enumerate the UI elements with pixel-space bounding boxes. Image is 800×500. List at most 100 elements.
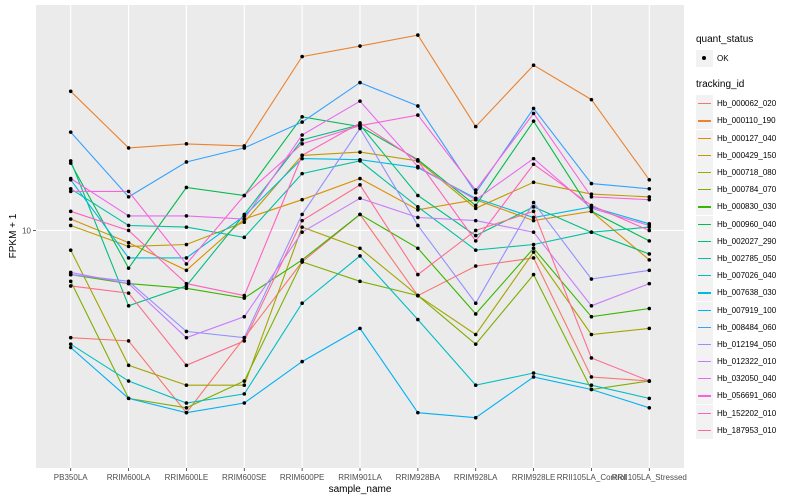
data-point bbox=[300, 212, 304, 217]
legend-label: Hb_000110_190 bbox=[717, 116, 776, 126]
data-point bbox=[531, 200, 536, 205]
data-point bbox=[126, 291, 131, 295]
line-swatch-icon bbox=[696, 164, 713, 182]
data-point bbox=[126, 214, 131, 218]
data-point bbox=[300, 156, 304, 161]
data-point bbox=[531, 180, 536, 185]
data-point bbox=[647, 281, 652, 286]
data-point bbox=[126, 223, 131, 228]
x-axis-title: sample_name bbox=[329, 484, 392, 495]
data-point bbox=[242, 193, 247, 198]
legend-label: Hb_007638_030 bbox=[717, 288, 777, 298]
legend-label: Hb_000127_040 bbox=[717, 133, 777, 143]
data-point bbox=[242, 383, 247, 388]
x-axis-ticks: PB350LA RRIM600LA RRIM600LE RRIM600SE RRIM60… bbox=[54, 468, 687, 482]
data-point bbox=[358, 80, 362, 85]
series-points bbox=[68, 33, 652, 420]
data-point bbox=[300, 138, 304, 142]
legend-entry: Hb_000830_030 bbox=[696, 198, 776, 216]
data-point bbox=[68, 209, 73, 214]
data-point bbox=[126, 281, 131, 286]
data-point bbox=[68, 159, 73, 163]
data-point bbox=[473, 264, 478, 268]
data-point bbox=[531, 375, 536, 379]
legend-entry: Hb_000429_150 bbox=[696, 146, 777, 164]
data-point bbox=[647, 239, 652, 243]
data-point bbox=[416, 223, 420, 228]
data-point bbox=[358, 183, 362, 187]
data-point bbox=[184, 281, 189, 286]
data-point bbox=[184, 329, 189, 334]
data-point bbox=[126, 195, 131, 199]
data-point bbox=[531, 156, 536, 161]
data-point bbox=[647, 306, 652, 311]
data-point bbox=[184, 405, 189, 410]
data-point bbox=[589, 375, 594, 379]
data-point bbox=[531, 111, 536, 116]
data-point bbox=[184, 256, 189, 260]
data-point bbox=[647, 223, 652, 228]
data-point bbox=[242, 335, 247, 340]
data-point bbox=[242, 379, 247, 383]
point-icon bbox=[696, 50, 713, 68]
x-tick-label: RRIM600LA bbox=[107, 473, 151, 482]
data-point bbox=[589, 387, 594, 392]
data-point bbox=[647, 268, 652, 273]
legend-label: OK bbox=[717, 54, 729, 64]
legend-quant-status: quant_status OK bbox=[696, 34, 776, 68]
data-point bbox=[589, 192, 594, 196]
data-point bbox=[126, 379, 131, 383]
legend-label: Hb_000429_150 bbox=[717, 150, 777, 160]
data-point bbox=[589, 195, 594, 199]
data-point bbox=[473, 239, 478, 243]
data-point bbox=[358, 121, 362, 125]
data-point bbox=[300, 133, 304, 137]
data-point bbox=[589, 203, 594, 208]
data-point bbox=[416, 208, 420, 212]
data-point bbox=[473, 197, 478, 202]
data-point bbox=[126, 146, 131, 150]
legend-label: Hb_002027_290 bbox=[717, 236, 777, 246]
data-point bbox=[68, 130, 73, 134]
data-point bbox=[531, 63, 536, 68]
data-point bbox=[126, 339, 131, 343]
data-point bbox=[531, 119, 536, 123]
data-point bbox=[531, 242, 536, 247]
line-swatch-icon bbox=[696, 387, 713, 405]
data-point bbox=[184, 268, 189, 273]
legend-entry: Hb_002027_290 bbox=[696, 232, 777, 250]
line-swatch-icon bbox=[696, 335, 713, 353]
data-point bbox=[300, 153, 304, 158]
data-point bbox=[358, 157, 362, 162]
data-point bbox=[531, 250, 536, 254]
data-point bbox=[473, 383, 478, 388]
data-point bbox=[68, 186, 73, 191]
line-swatch-icon bbox=[696, 198, 713, 216]
data-point bbox=[126, 266, 131, 270]
data-point bbox=[184, 242, 189, 247]
data-point bbox=[647, 252, 652, 256]
data-point bbox=[589, 209, 594, 214]
data-point bbox=[126, 363, 131, 368]
data-point bbox=[358, 99, 362, 103]
data-point bbox=[358, 196, 362, 201]
y-tick-label: 10 bbox=[22, 226, 31, 235]
legend-label: Hb_032050_040 bbox=[717, 374, 777, 384]
data-point bbox=[358, 176, 362, 181]
legend-entry: Hb_000110_190 bbox=[696, 112, 776, 130]
data-point bbox=[68, 248, 73, 252]
data-point bbox=[68, 89, 73, 94]
x-tick-label: RRII105LA_Control bbox=[557, 473, 627, 482]
legend-label: Hb_187953_010 bbox=[717, 425, 777, 435]
data-point bbox=[647, 177, 652, 182]
data-point bbox=[300, 258, 304, 262]
data-point bbox=[300, 197, 304, 202]
data-point bbox=[416, 272, 420, 277]
data-point bbox=[531, 272, 536, 277]
legend-entry: Hb_012194_050 bbox=[696, 335, 776, 353]
legend-entry: Hb_000062_020 bbox=[696, 95, 776, 113]
legend-entry: Hb_002785_050 bbox=[696, 249, 776, 267]
data-point bbox=[473, 218, 478, 223]
legend-entry-ok: OK bbox=[696, 50, 776, 68]
legend-entry: Hb_012322_010 bbox=[696, 353, 776, 371]
